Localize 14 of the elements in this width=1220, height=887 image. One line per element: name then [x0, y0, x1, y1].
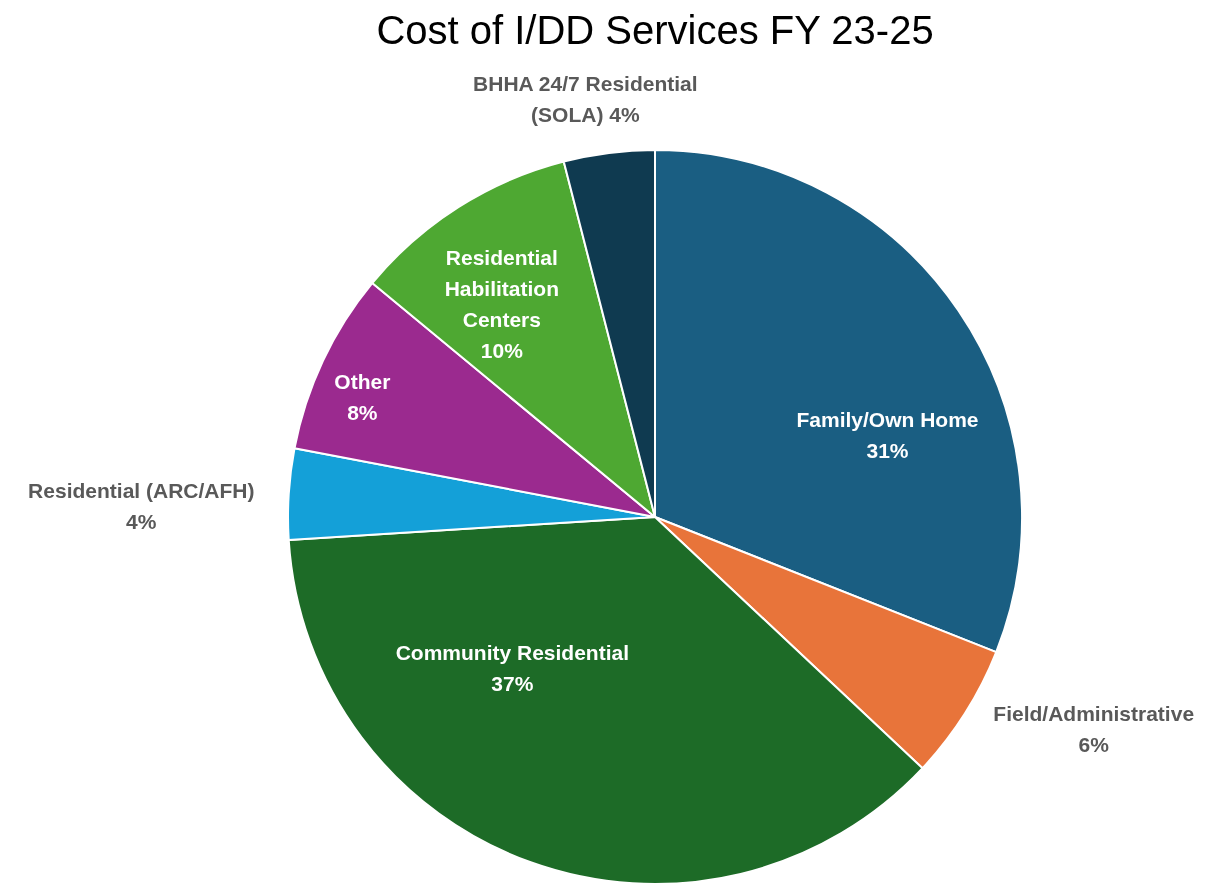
slice-label: BHHA 24/7 Residential (SOLA) 4% [473, 72, 698, 127]
slice-label: Residential (ARC/AFH) [28, 479, 255, 503]
data-label: 31% [866, 439, 909, 463]
data-label: 10% [480, 339, 524, 363]
slice-label: Family/Own Home [796, 408, 979, 432]
data-label: 4% [126, 510, 157, 534]
data-label: 6% [1078, 733, 1110, 757]
slice-label: Other [334, 370, 391, 394]
slice-label: Field/Administrative [993, 702, 1195, 726]
data-label: 8% [347, 401, 378, 425]
chart-title: Cost of I/DD Services FY 23-25 [375, 8, 935, 53]
slice-label: Residential Habilitation Centers [444, 246, 560, 332]
slice-label: Community Residential [395, 641, 630, 665]
data-label: 37% [491, 672, 534, 696]
